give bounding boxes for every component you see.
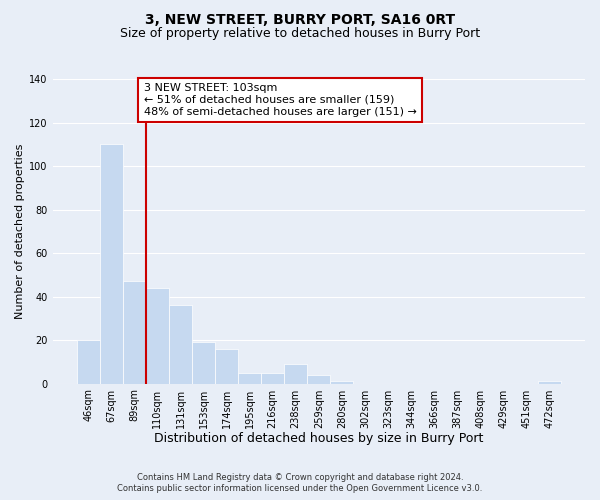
Text: Contains public sector information licensed under the Open Government Licence v3: Contains public sector information licen… <box>118 484 482 493</box>
Bar <box>77 340 100 384</box>
Bar <box>261 372 284 384</box>
Bar <box>238 372 261 384</box>
Y-axis label: Number of detached properties: Number of detached properties <box>15 144 25 319</box>
Text: Size of property relative to detached houses in Burry Port: Size of property relative to detached ho… <box>120 28 480 40</box>
Bar <box>146 288 169 384</box>
Bar <box>307 375 330 384</box>
Text: 3, NEW STREET, BURRY PORT, SA16 0RT: 3, NEW STREET, BURRY PORT, SA16 0RT <box>145 12 455 26</box>
Text: Contains HM Land Registry data © Crown copyright and database right 2024.: Contains HM Land Registry data © Crown c… <box>137 472 463 482</box>
Bar <box>100 144 123 384</box>
X-axis label: Distribution of detached houses by size in Burry Port: Distribution of detached houses by size … <box>154 432 484 445</box>
Bar <box>169 306 192 384</box>
Bar <box>284 364 307 384</box>
Bar <box>538 382 561 384</box>
Bar <box>330 382 353 384</box>
Bar <box>192 342 215 384</box>
Bar <box>123 282 146 384</box>
Bar <box>215 349 238 384</box>
Text: 3 NEW STREET: 103sqm
← 51% of detached houses are smaller (159)
48% of semi-deta: 3 NEW STREET: 103sqm ← 51% of detached h… <box>143 84 416 116</box>
